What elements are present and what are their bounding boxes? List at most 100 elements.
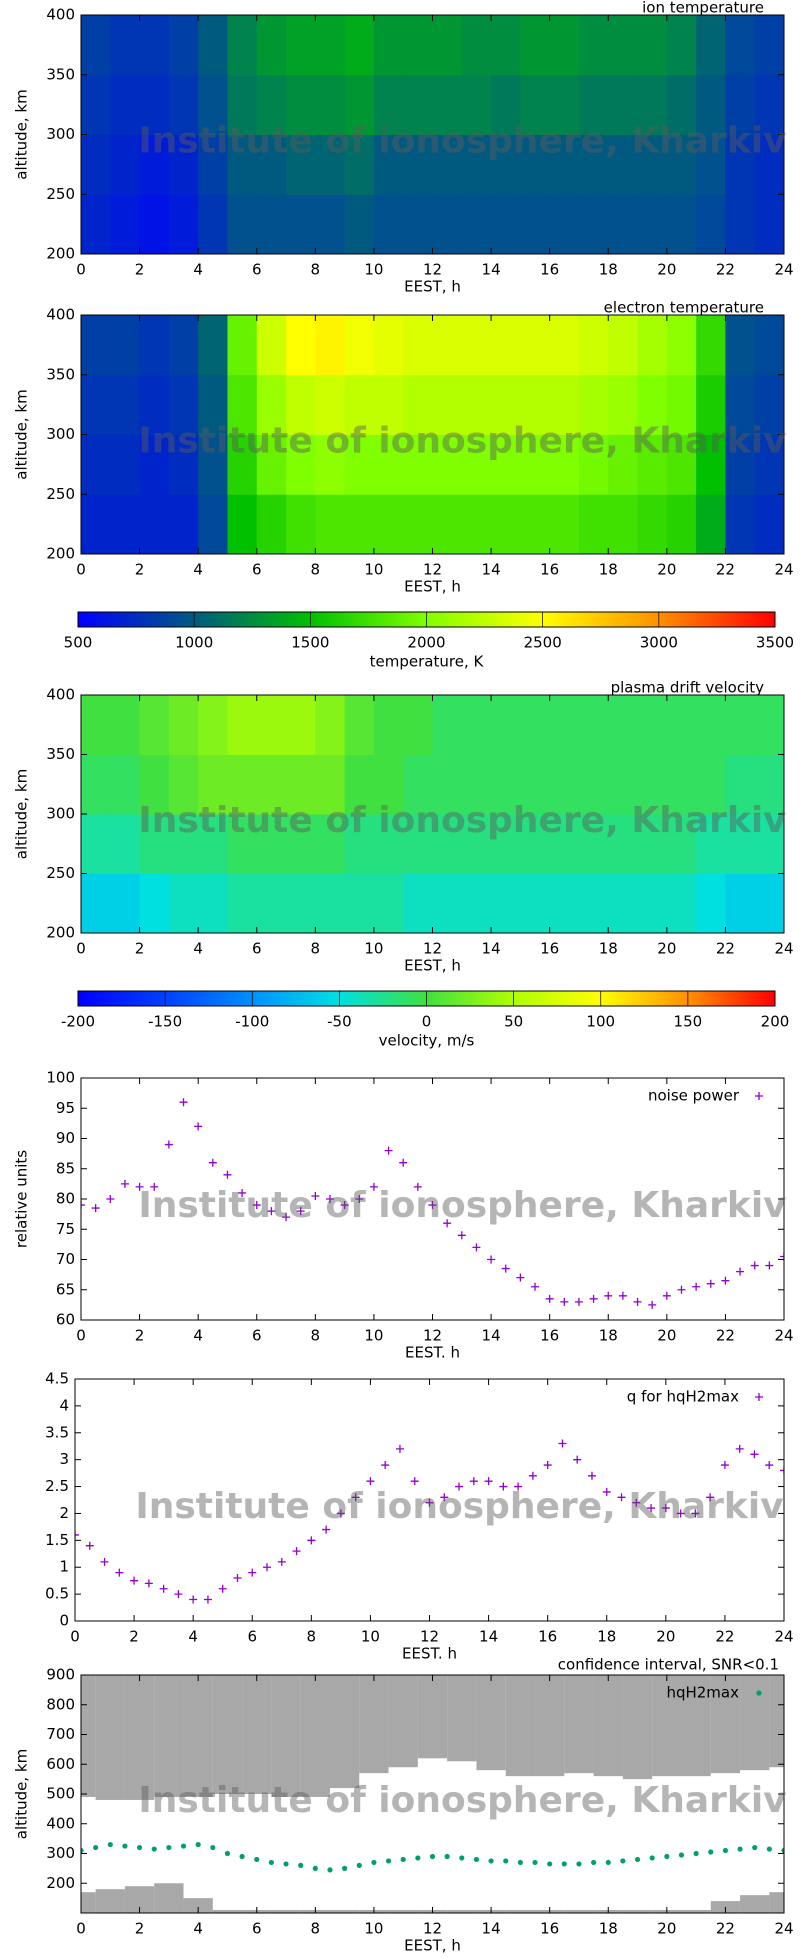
heat-cell [578, 315, 609, 376]
heat-cell [520, 194, 551, 254]
point [737, 1846, 743, 1852]
point [591, 1859, 597, 1866]
point [560, 1297, 569, 1306]
heat-cell [432, 494, 463, 554]
x-tick-label: 6 [247, 1628, 257, 1646]
heat-cell [344, 194, 375, 254]
colorbar-tick-label: -150 [148, 1013, 182, 1031]
heat-cell [491, 695, 521, 755]
y-tick-label: 2 [59, 1504, 69, 1522]
point [283, 1861, 289, 1867]
heat-cell [198, 754, 228, 815]
heat-cell [256, 374, 287, 435]
heat-cell [549, 434, 580, 495]
heat-cell [373, 15, 404, 76]
point [618, 1291, 627, 1300]
point [514, 1482, 523, 1491]
x-tick-label: 10 [364, 261, 383, 279]
heat-cell [256, 134, 287, 195]
point [545, 1294, 554, 1303]
heat-cell [696, 15, 726, 76]
point [277, 1557, 286, 1566]
heat-cell [256, 15, 287, 76]
y-tick-label: 400 [46, 686, 75, 704]
x-tick-label: 24 [774, 1628, 793, 1646]
point [547, 1861, 553, 1867]
point [399, 1158, 408, 1167]
point [115, 1568, 124, 1577]
x-tick-label: 22 [716, 561, 735, 579]
y-tick-label: 80 [56, 1190, 75, 1208]
interval-high [95, 1675, 125, 1800]
heat-cell [520, 434, 551, 495]
x-tick-label: 2 [135, 940, 145, 958]
y-tick-label: 300 [46, 425, 75, 443]
heat-cell [286, 194, 316, 254]
heat-cell [696, 494, 726, 554]
heat-cell [637, 194, 668, 254]
point [735, 1444, 744, 1453]
point [473, 1856, 480, 1863]
heat-cell [549, 74, 580, 135]
heat-cell [110, 754, 141, 815]
point [327, 1867, 333, 1873]
heat-cell [373, 873, 404, 933]
heat-cell [608, 695, 639, 755]
heat-cell [227, 374, 258, 435]
heat-cell [227, 873, 258, 933]
heat-cell [315, 134, 346, 195]
heat-cell [315, 695, 346, 755]
heat-cell [373, 814, 404, 874]
heat-cell [403, 134, 433, 195]
x-tick-label: 22 [716, 1327, 735, 1345]
heat-cell [725, 74, 756, 135]
point [179, 1098, 188, 1107]
point [706, 1279, 715, 1288]
point [218, 1584, 227, 1593]
y-tick-label: 250 [46, 864, 75, 882]
heat-cell [227, 695, 258, 755]
interval-low [564, 1910, 594, 1913]
heat-cell [256, 754, 287, 815]
point [691, 1509, 700, 1518]
point [210, 1844, 216, 1851]
heat-cell [344, 374, 375, 435]
x-tick-label: 16 [540, 1327, 559, 1345]
watermark: Institute of ionosphere, Kharkiv [138, 421, 786, 462]
heat-cell [461, 494, 492, 554]
colorbar-tick-label: -100 [235, 1013, 269, 1031]
x-tick-label: 0 [76, 561, 86, 579]
heat-cell [549, 134, 580, 195]
point [693, 1850, 699, 1857]
heat-cell [637, 315, 668, 376]
heat-cell [139, 494, 170, 554]
point [135, 1182, 144, 1191]
y-tick-label: 4 [59, 1396, 69, 1414]
point [195, 1841, 201, 1848]
heat-cell [754, 494, 784, 554]
point [106, 1195, 115, 1203]
heat-cell [315, 873, 346, 933]
heat-cell [725, 134, 756, 195]
heat-cell [81, 754, 111, 815]
heat-cell [637, 873, 668, 933]
point [355, 1195, 364, 1203]
point [649, 1855, 655, 1861]
plot-area [81, 695, 784, 933]
heat-cell [403, 374, 433, 435]
x-tick-label: 24 [774, 940, 793, 958]
y-tick-label: 65 [56, 1280, 75, 1298]
heat-cell [696, 74, 726, 135]
colorbar-label: temperature, K [370, 653, 485, 671]
heat-cell [491, 374, 521, 435]
x-axis-label: EEST, h [404, 957, 461, 975]
interval-high [447, 1675, 477, 1762]
heat-cell [139, 15, 170, 76]
y-tick-label: 3 [59, 1450, 69, 1468]
heat-cell [168, 15, 199, 76]
interval-low [622, 1910, 653, 1913]
heat-cell [754, 74, 784, 135]
heat-cell [286, 74, 316, 135]
point [706, 1493, 715, 1502]
point [664, 1853, 670, 1860]
